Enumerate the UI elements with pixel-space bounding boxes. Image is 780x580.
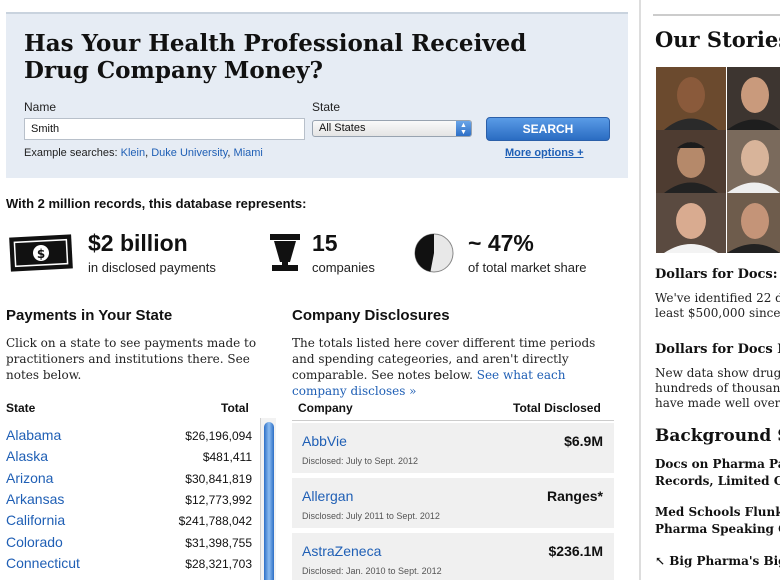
- state-total: $30,841,819: [185, 472, 252, 486]
- state-link[interactable]: Arkansas: [6, 491, 65, 507]
- state-row[interactable]: Alabama $26,196,094: [6, 427, 252, 448]
- state-row[interactable]: California $241,788,042: [6, 512, 252, 533]
- company-amount: Ranges*: [546, 488, 603, 504]
- mortar-pestle-icon: [270, 234, 300, 271]
- total-column-header: Total: [221, 401, 249, 415]
- name-input[interactable]: [24, 118, 305, 140]
- table-divider: [292, 420, 614, 421]
- state-row[interactable]: Colorado $31,398,755: [6, 534, 252, 555]
- company-disclosures-link[interactable]: See what each company discloses »: [292, 368, 566, 398]
- state-total: $31,398,755: [185, 536, 252, 550]
- examples-prefix: Example searches:: [24, 147, 118, 159]
- company-link[interactable]: AbbVie: [302, 433, 347, 449]
- external-arrow-icon: ↖: [655, 554, 666, 568]
- pie-icon: [414, 233, 454, 273]
- records-heading: With 2 million records, this database re…: [6, 196, 307, 211]
- select-arrows-icon: ▲ ▼: [456, 121, 471, 136]
- background-story-line: Med Schools Flunk a: [655, 505, 780, 519]
- stat-companies-label: companies: [312, 260, 375, 275]
- state-link[interactable]: Alabama: [6, 427, 62, 443]
- state-total: $28,321,703: [185, 557, 252, 571]
- state-select[interactable]: All States ▲ ▼: [312, 120, 472, 137]
- story-summary-line: least $500,000 since: [655, 306, 780, 320]
- company-description-text: The totals listed here cover different t…: [292, 336, 596, 382]
- company-row[interactable]: AbbVie $6.9M Disclosed: July to Sept. 20…: [292, 423, 614, 473]
- company-description: The totals listed here cover different t…: [292, 335, 612, 399]
- search-title: Has Your Health Professional Received Dr…: [24, 30, 527, 84]
- story-summary-line: We've identified 22 do: [655, 291, 780, 305]
- story-summary-line: have made well over $: [655, 396, 780, 410]
- name-label: Name: [24, 100, 57, 114]
- money-icon: $: [9, 234, 73, 272]
- state-select-value: All States: [319, 122, 366, 134]
- company-disclosed-period: Disclosed: July 2011 to Sept. 2012: [302, 511, 440, 521]
- state-link[interactable]: Alaska: [6, 448, 49, 464]
- state-link[interactable]: Connecticut: [6, 555, 80, 571]
- company-disclosed-period: Disclosed: July to Sept. 2012: [302, 456, 419, 466]
- stat-payments-value: $2 billion: [88, 230, 188, 256]
- states-scrollbar[interactable]: [260, 418, 276, 580]
- company-disclosed-period: Disclosed: Jan. 2010 to Sept. 2012: [302, 566, 442, 576]
- more-options-link[interactable]: More options +: [505, 147, 584, 159]
- doctor-photo[interactable]: [727, 130, 780, 193]
- scrollbar-thumb[interactable]: [264, 422, 274, 580]
- company-link[interactable]: Allergan: [302, 488, 354, 504]
- doctor-photo[interactable]: [656, 67, 726, 130]
- state-total: $26,196,094: [185, 429, 252, 443]
- story-summary-line: New data show drugm: [655, 366, 780, 380]
- example-link[interactable]: Miami: [233, 147, 263, 159]
- background-story-line: Big Pharma's Big: [669, 554, 780, 568]
- states-description: Click on a state to see payments made to…: [6, 336, 257, 382]
- stat-payments-label: in disclosed payments: [88, 260, 216, 275]
- state-label: State: [312, 100, 341, 114]
- background-story-line: Records, Limited Cre: [655, 474, 780, 488]
- stat-companies-value: 15: [312, 230, 338, 256]
- background-story-line: Pharma Speaking Ci: [655, 522, 780, 536]
- doctor-photo[interactable]: [656, 193, 726, 256]
- state-row[interactable]: Connecticut $28,321,703: [6, 555, 252, 576]
- stat-market-label: of total market share: [468, 260, 587, 275]
- states-heading: Payments in Your State: [6, 307, 173, 324]
- background-story-line: Docs on Pharma Pay: [655, 457, 780, 471]
- background-story-link[interactable]: Med Schools Flunk a Pharma Speaking Ci: [655, 504, 780, 538]
- state-row[interactable]: Arizona $30,841,819: [6, 470, 252, 491]
- column-divider: [639, 0, 641, 580]
- example-searches: Example searches: Klein, Duke University…: [24, 147, 263, 159]
- state-total: $481,411: [202, 450, 252, 464]
- company-amount: $6.9M: [564, 433, 603, 449]
- company-link[interactable]: AstraZeneca: [302, 543, 382, 559]
- stat-market-value: ~ 47%: [468, 230, 534, 256]
- sidebar-rule: [653, 14, 780, 16]
- state-total: $241,788,042: [178, 514, 252, 528]
- background-story-link[interactable]: Docs on Pharma Pay Records, Limited Cre: [655, 456, 780, 490]
- example-link[interactable]: Klein: [120, 147, 146, 159]
- state-row[interactable]: Arkansas $12,773,992: [6, 491, 252, 512]
- background-stories-heading: Background Sto: [655, 426, 780, 446]
- total-disclosed-column-header: Total Disclosed: [513, 401, 601, 415]
- search-panel: Has Your Health Professional Received Dr…: [6, 12, 628, 178]
- state-link[interactable]: California: [6, 512, 66, 528]
- company-heading: Company Disclosures: [292, 307, 450, 324]
- doctor-photo[interactable]: [727, 193, 780, 253]
- state-link[interactable]: Colorado: [6, 534, 63, 550]
- state-total: $12,773,992: [185, 493, 252, 507]
- company-row[interactable]: Allergan Ranges* Disclosed: July 2011 to…: [292, 478, 614, 528]
- story-headline[interactable]: Dollars for Docs Mi: [655, 342, 780, 357]
- state-link[interactable]: Arizona: [6, 470, 54, 486]
- story-summary-line: hundreds of thousand: [655, 381, 780, 395]
- background-story-link[interactable]: ↖ Big Pharma's Big: [655, 553, 780, 570]
- sidebar-title: Our Stories: [655, 27, 780, 52]
- company-amount: $236.1M: [548, 543, 603, 559]
- company-column-header: Company: [298, 401, 353, 415]
- doctor-photo[interactable]: [656, 130, 726, 193]
- doctor-photo[interactable]: [727, 67, 780, 130]
- pie-slice: [415, 234, 434, 272]
- search-button[interactable]: SEARCH: [486, 117, 610, 141]
- example-link[interactable]: Duke University: [151, 147, 228, 159]
- state-column-header: State: [6, 401, 36, 415]
- state-row[interactable]: Alaska $481,411: [6, 448, 252, 469]
- svg-text:$: $: [37, 247, 45, 261]
- story-headline[interactable]: Dollars for Docs: T: [655, 267, 780, 282]
- company-row[interactable]: AstraZeneca $236.1M Disclosed: Jan. 2010…: [292, 533, 614, 580]
